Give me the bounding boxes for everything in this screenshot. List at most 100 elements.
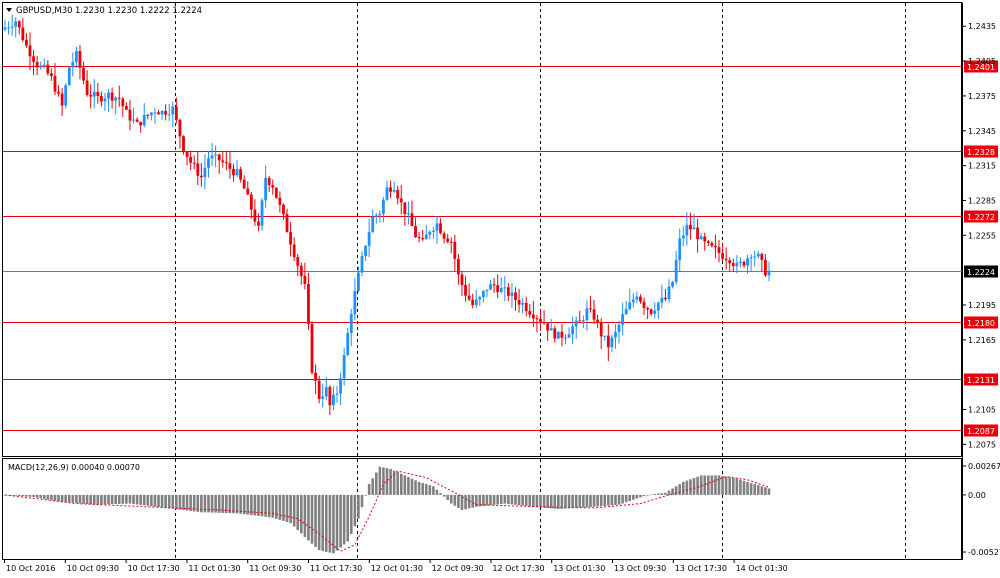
candle-body bbox=[124, 106, 128, 110]
candle-body bbox=[449, 241, 453, 243]
macd-histogram-bar bbox=[160, 494, 164, 508]
macd-histogram-bar bbox=[471, 494, 474, 508]
candle-body bbox=[282, 204, 285, 215]
candle-body bbox=[321, 396, 325, 399]
macd-histogram-bar bbox=[32, 494, 35, 498]
macd-histogram-bar bbox=[235, 494, 239, 514]
candle-body bbox=[289, 232, 292, 245]
candle-body bbox=[678, 238, 682, 261]
macd-histogram-bar bbox=[182, 494, 185, 511]
candle-body bbox=[614, 332, 617, 338]
macd-histogram-bar bbox=[424, 484, 428, 495]
horizontal-level-lines[interactable]: 1.2401 1.2328 1.2272 1.2180 1.2131 1.2087 1.22… bbox=[3, 60, 998, 437]
candle-body bbox=[603, 335, 607, 337]
candle-body bbox=[478, 297, 482, 300]
macd-histogram-bar bbox=[253, 494, 257, 516]
macd-histogram-bar bbox=[200, 494, 203, 513]
candle-body bbox=[274, 187, 278, 198]
candle-body bbox=[553, 328, 557, 339]
macd-histogram-bar bbox=[482, 494, 485, 507]
macd-signal-line bbox=[4, 470, 770, 552]
candle-body bbox=[292, 244, 296, 258]
macd-histogram-bar bbox=[14, 494, 18, 496]
candle-body bbox=[735, 262, 739, 267]
candle-body bbox=[489, 284, 492, 290]
macd-histogram-bar bbox=[96, 494, 100, 505]
macd-histogram-bar bbox=[64, 494, 67, 503]
candle-body bbox=[217, 154, 221, 161]
time-tick-label: 13 Oct 17:30 bbox=[675, 564, 727, 573]
macd-histogram-bar bbox=[724, 476, 728, 495]
macd-histogram-bar bbox=[749, 483, 753, 495]
macd-histogram-bar bbox=[185, 494, 189, 511]
candle-body bbox=[349, 314, 353, 334]
candle-body bbox=[421, 238, 425, 240]
macd-histogram-bar bbox=[560, 494, 564, 509]
candle-body bbox=[503, 287, 507, 289]
candle-body bbox=[314, 372, 317, 381]
candle-body bbox=[328, 387, 332, 406]
candle-body bbox=[764, 259, 767, 276]
macd-histogram-bar bbox=[267, 494, 271, 518]
macd-histogram-bar bbox=[157, 494, 160, 508]
candle-body bbox=[692, 227, 696, 230]
candle-body bbox=[703, 236, 707, 242]
macd-histogram-bar bbox=[539, 494, 542, 508]
candle-body bbox=[481, 290, 485, 298]
candle-body bbox=[160, 111, 164, 115]
vertical-grid bbox=[175, 3, 906, 559]
macd-histogram-bar bbox=[710, 475, 714, 495]
macd-histogram-bar bbox=[282, 494, 285, 521]
candle-body bbox=[621, 314, 625, 325]
candle-body bbox=[132, 119, 135, 121]
candle-body bbox=[339, 378, 342, 394]
candle-body bbox=[749, 257, 753, 259]
candle-body bbox=[699, 236, 703, 240]
macd-histogram-bar bbox=[521, 494, 524, 506]
time-tick-label: 13 Oct 09:30 bbox=[614, 564, 666, 573]
macd-histogram-bar bbox=[507, 494, 510, 504]
candle-body bbox=[296, 257, 300, 266]
candle-body bbox=[728, 260, 732, 264]
candle-body bbox=[107, 92, 110, 99]
candle-body bbox=[60, 93, 64, 106]
level-tag-1 bbox=[964, 60, 998, 73]
level-tag-2 bbox=[964, 145, 998, 158]
macd-histogram-bar bbox=[703, 475, 707, 495]
macd-histogram-bar bbox=[660, 493, 664, 495]
candle-body bbox=[39, 65, 43, 68]
triangle-down-icon[interactable] bbox=[6, 8, 12, 12]
macd-histogram-bar bbox=[742, 480, 746, 495]
macd-histogram-bar bbox=[614, 494, 617, 505]
candle-body bbox=[189, 156, 193, 163]
macd-histogram-bar bbox=[607, 494, 610, 506]
macd-histogram-bar bbox=[549, 494, 553, 509]
macd-histogram-bar bbox=[300, 494, 303, 534]
candle-body bbox=[367, 232, 371, 246]
candle-body bbox=[660, 297, 664, 303]
macd-histogram-bar bbox=[582, 494, 585, 508]
macd-histogram-bar bbox=[103, 494, 107, 505]
macd-histogram-bar bbox=[67, 494, 71, 503]
macd-histogram-bar bbox=[457, 494, 460, 508]
price-tick-label: 1.2285 bbox=[968, 196, 996, 205]
macd-histogram-bar bbox=[624, 494, 628, 503]
macd-histogram-bar bbox=[689, 479, 692, 495]
macd-histogram-bar bbox=[557, 494, 560, 509]
candle-body bbox=[581, 320, 585, 322]
macd-tick-label: 0.00 bbox=[968, 491, 986, 500]
candle-body bbox=[417, 237, 421, 239]
macd-histogram-bar bbox=[357, 494, 360, 519]
macd-histogram-bar bbox=[532, 494, 535, 507]
candle-body bbox=[89, 94, 93, 97]
macd-histogram-bar bbox=[325, 494, 328, 552]
candle-body bbox=[403, 202, 407, 215]
macd-histogram-bar bbox=[735, 478, 739, 495]
time-tick-label: 11 Oct 17:30 bbox=[310, 564, 362, 573]
macd-histogram-bar bbox=[107, 494, 110, 505]
macd-histogram-bar bbox=[364, 494, 367, 496]
macd-histogram-bar bbox=[639, 494, 642, 498]
candle-body bbox=[410, 213, 414, 226]
